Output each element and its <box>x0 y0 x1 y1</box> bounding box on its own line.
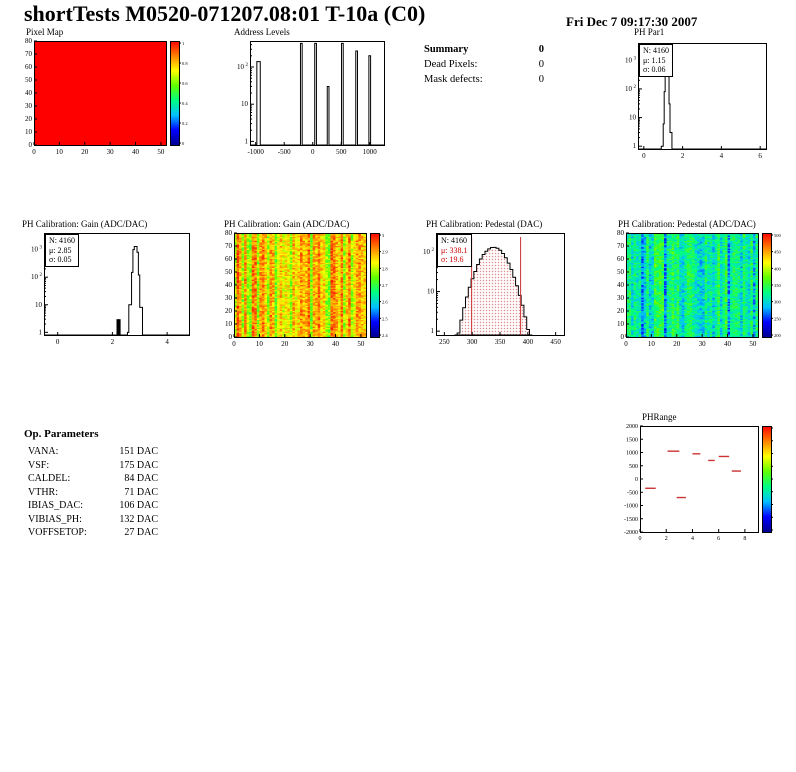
mask-defects-label: Mask defects: <box>424 74 483 85</box>
stat-sigma: σ: 19.6 <box>441 255 464 264</box>
param-value: 106 DAC <box>119 500 158 511</box>
panel-pedestal-hist: PH Calibration: Pedestal (DAC) N: 4160 μ… <box>420 219 570 359</box>
op-row-ibias-dac: IBIAS_DAC: 106 DAC <box>24 499 158 513</box>
param-label: VIBIAS_PH: <box>28 513 82 525</box>
stats-box-ph-par1: N: 4160 μ: 1.15 σ: 0.06 <box>639 44 673 77</box>
op-row-vana: VANA: 151 DAC <box>24 445 158 459</box>
chart-title-pedestal-hist: PH Calibration: Pedestal (DAC) <box>426 219 543 229</box>
chart-title-phrange: PHRange <box>642 412 677 422</box>
timestamp: Fri Dec 7 09:17:30 2007 <box>566 14 698 29</box>
summary-title: Summary <box>424 44 469 55</box>
op-row-vthr: VTHR: 71 DAC <box>24 486 158 500</box>
op-parameters-title: Op. Parameters <box>24 428 99 440</box>
panel-gain-map: PH Calibration: Gain (ADC/DAC) <box>218 219 390 359</box>
param-label: VANA: <box>28 446 59 457</box>
op-row-vibias-ph: VIBIAS_PH: 132 DAC <box>24 513 158 527</box>
stats-box-gain: N: 4160 μ: 2.85 σ: 0.05 <box>45 234 79 267</box>
stats-box-pedestal: N: 4160 μ: 338.1 σ: 19.6 <box>437 234 472 267</box>
panel-address-levels: Address Levels <box>228 27 390 167</box>
param-label: IBIAS_DAC: <box>28 500 84 511</box>
param-label: CALDEL: <box>28 473 71 484</box>
param-value: 71 DAC <box>124 486 158 498</box>
op-row-caldel: CALDEL: 84 DAC <box>24 472 158 486</box>
stat-n: N: 4160 <box>643 46 669 55</box>
panel-pedestal-map: PH Calibration: Pedestal (ADC/DAC) <box>610 219 782 359</box>
panel-ph-par1: PH Par1 N: 4160 μ: 1.15 σ: 0.06 <box>616 27 776 172</box>
param-value: 84 DAC <box>124 473 158 484</box>
op-parameters-block: Op. Parameters VANA: 151 DAC VSF: 175 DA… <box>24 428 158 548</box>
param-label: VOFFSETOP: <box>28 527 87 538</box>
summary-header-row: Summary 0 <box>424 42 544 57</box>
op-row-vsf: VSF: 175 DAC <box>24 459 158 473</box>
stat-n: N: 4160 <box>49 236 75 245</box>
param-value: 175 DAC <box>119 459 158 471</box>
summary-value: 0 <box>538 44 544 55</box>
panel-pixel-map: Pixel Map <box>18 27 193 167</box>
stat-n: N: 4160 <box>441 236 467 245</box>
chart-title-ph-par1: PH Par1 <box>634 27 665 37</box>
panel-gain-hist: PH Calibration: Gain (ADC/DAC) N: 4160 μ… <box>18 219 193 359</box>
stat-mu: μ: 2.85 <box>49 245 72 255</box>
pixel-map-chart <box>18 37 193 162</box>
stat-sigma: σ: 0.05 <box>49 255 72 264</box>
stat-mu: μ: 1.15 <box>643 55 666 65</box>
dead-pixels-label: Dead Pixels: <box>424 59 478 70</box>
param-value: 27 DAC <box>124 527 158 538</box>
param-label: VSF: <box>28 459 50 471</box>
op-row-voffsetop: VOFFSETOP: 27 DAC <box>24 526 158 540</box>
chart-title-gain-hist: PH Calibration: Gain (ADC/DAC) <box>22 219 148 229</box>
param-value: 151 DAC <box>119 446 158 457</box>
dead-pixels-value: 0 <box>538 59 544 70</box>
chart-title-address-levels: Address Levels <box>234 27 290 37</box>
chart-title-pixel-map: Pixel Map <box>26 27 64 37</box>
panel-phrange: PHRange <box>612 412 780 552</box>
gain-map-chart <box>218 229 390 354</box>
chart-title-pedestal-map: PH Calibration: Pedestal (ADC/DAC) <box>618 219 756 229</box>
phrange-chart <box>612 422 780 546</box>
stat-sigma: σ: 0.06 <box>643 65 666 74</box>
param-label: VTHR: <box>28 486 58 498</box>
stat-mu: μ: 338.1 <box>441 245 468 255</box>
summary-block: Summary 0 Dead Pixels: 0 Mask defects: 0 <box>424 42 544 102</box>
chart-title-gain-map: PH Calibration: Gain (ADC/DAC) <box>224 219 350 229</box>
mask-defects-value: 0 <box>538 74 544 85</box>
address-levels-chart <box>228 37 390 162</box>
page-title: shortTests M0520-071207.08:01 T-10a (C0) <box>24 1 426 26</box>
param-value: 132 DAC <box>119 513 158 525</box>
summary-row-dead-pixels: Dead Pixels: 0 <box>424 57 544 72</box>
summary-row-mask-defects: Mask defects: 0 <box>424 72 544 87</box>
pedestal-map-chart <box>610 229 782 354</box>
